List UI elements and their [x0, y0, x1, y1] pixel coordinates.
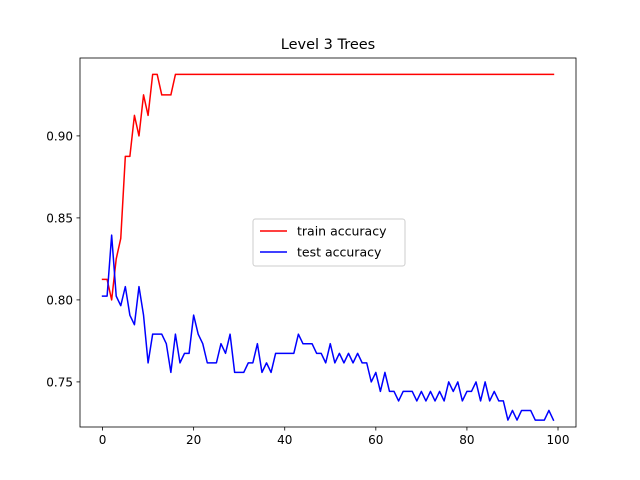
x-tick-label: 80	[459, 433, 474, 447]
legend: train accuracy test accuracy	[252, 218, 406, 267]
series-line-0	[101, 73, 555, 301]
legend-label: test accuracy	[297, 245, 382, 260]
x-tick-label: 20	[186, 433, 201, 447]
x-tick-label: 40	[277, 433, 292, 447]
legend-label: train accuracy	[297, 224, 387, 239]
x-tick-label: 60	[368, 433, 383, 447]
axes-frame	[79, 57, 577, 428]
x-tick-label: 100	[547, 433, 570, 447]
y-tick-label: 0.75	[46, 375, 73, 389]
y-tick-label: 0.90	[46, 129, 73, 143]
chart-title: Level 3 Trees	[281, 37, 375, 53]
legend-box	[252, 218, 406, 267]
plot-area	[79, 57, 577, 428]
y-axis: 0.75 0.80 0.85 0.90	[46, 129, 80, 389]
x-axis: 0 20 40 60 80 100	[99, 427, 570, 447]
x-tick-label: 0	[99, 433, 107, 447]
y-tick-label: 0.85	[46, 211, 73, 225]
series-line-1	[101, 234, 555, 422]
y-tick-label: 0.80	[46, 293, 73, 307]
